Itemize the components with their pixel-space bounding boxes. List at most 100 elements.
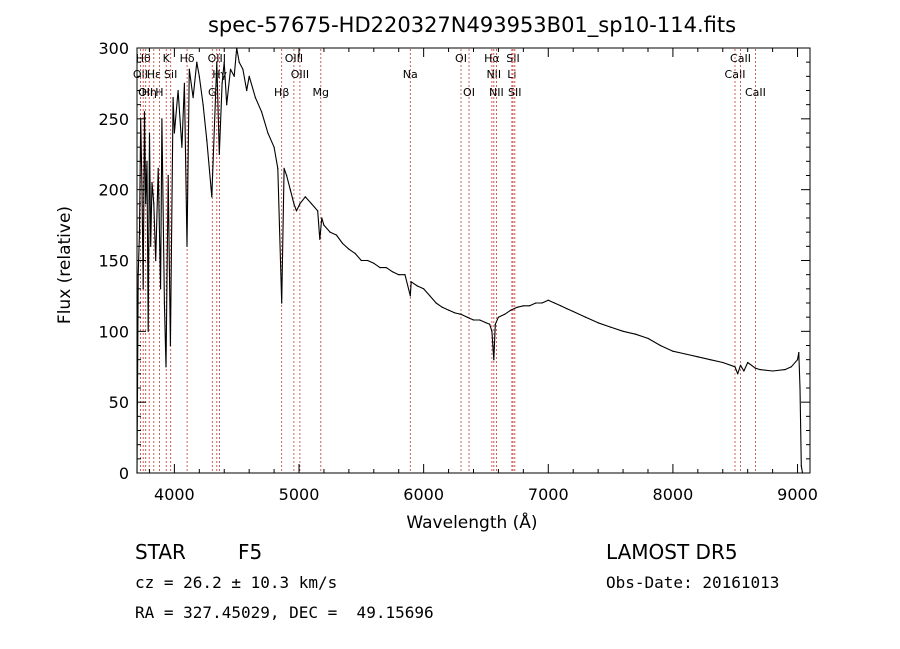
spectrum-point-88 [466, 316, 468, 318]
line-label-8: Hδ [180, 52, 195, 65]
spectrum-point-48 [261, 111, 263, 113]
line-label-18: OI [463, 86, 475, 99]
spectrum-point-58 [299, 203, 301, 205]
spectrum-point-75 [391, 271, 394, 273]
spectrum-point-96 [497, 316, 499, 318]
y-tick-label-50: 50 [109, 393, 129, 412]
line-label-4: Hε [147, 68, 161, 81]
spectrum-point-5 [142, 288, 144, 290]
spectrum-point-54 [286, 174, 288, 177]
spectrum-point-21 [169, 344, 171, 347]
spectrum-point-119 [709, 359, 711, 361]
spectrum-point-122 [737, 373, 739, 375]
spectrum-point-92 [489, 323, 491, 325]
spectrum-point-102 [535, 302, 537, 304]
spectrum-point-105 [553, 302, 556, 304]
spectrum-point-11 [150, 245, 152, 247]
spectrum-point-93 [491, 330, 493, 332]
spectrum-point-115 [659, 344, 662, 347]
x-axis: 4000 5000 6000 7000 8000 9000 [148, 48, 818, 504]
y-axis-label: Flux (relative) [55, 206, 75, 324]
spectrum-point-121 [734, 366, 736, 368]
line-label-6: K [163, 52, 171, 65]
x-tick-label-9000: 9000 [777, 485, 818, 504]
y-tick-label-200: 200 [98, 181, 129, 200]
spectrum-point-97 [504, 313, 506, 315]
spectrum-point-62 [319, 238, 321, 240]
x-tick-label-5000: 5000 [279, 485, 320, 504]
spectrum-point-44 [242, 68, 244, 70]
spectrum-point-65 [329, 231, 331, 233]
y-tick-label-0: 0 [119, 464, 129, 483]
spectrum-point-120 [722, 361, 724, 364]
spectrum-point-57 [295, 210, 298, 212]
line-label-9: G [208, 86, 217, 99]
x-tick-label-6000: 6000 [403, 485, 444, 504]
spectrum-point-86 [454, 312, 456, 314]
spectrum-point-124 [743, 370, 745, 372]
spectrum-point-39 [226, 104, 228, 106]
spectrum-line [136, 47, 804, 474]
x-tick-label-7000: 7000 [528, 485, 569, 504]
spectrum-point-131 [796, 359, 799, 361]
spectrum-point-53 [283, 167, 285, 169]
spectrum-point-101 [529, 305, 531, 307]
spectrum-point-80 [416, 285, 418, 287]
line-label-15: Mg [313, 86, 329, 99]
spectrum-point-56 [293, 203, 295, 205]
spectrum-point-132 [798, 352, 800, 354]
object-subclass: F5 [238, 540, 263, 564]
spectrum-point-61 [317, 210, 319, 212]
spectrum-point-107 [566, 308, 568, 310]
spectrum-point-90 [479, 319, 481, 321]
spectrum-point-27 [186, 245, 188, 247]
spectrum-point-22 [172, 97, 174, 99]
spectrum-point-109 [585, 316, 587, 318]
spectrum-point-78 [409, 295, 411, 297]
plot-frame [136, 47, 811, 474]
spectrum-point-74 [385, 267, 387, 269]
spectrum-point-95 [494, 323, 496, 325]
spectrum-point-36 [218, 153, 220, 155]
spectrum-point-126 [754, 367, 757, 369]
spectrum-point-49 [267, 132, 269, 134]
spectrum-point-18 [163, 302, 165, 304]
ra-dec: RA = 327.45029, DEC = 49.15696 [135, 603, 434, 622]
line-label-22: Li [507, 68, 516, 81]
spectrum-point-100 [522, 305, 525, 307]
spectrum-point-50 [273, 146, 275, 148]
line-label-21: NII [489, 86, 504, 99]
spectrum-point-34 [211, 196, 213, 198]
spectrum-point-23 [173, 132, 175, 134]
line-label-23: SII [506, 52, 519, 65]
spectrum-point-85 [448, 309, 450, 311]
spectrum-point-81 [423, 288, 425, 290]
spectrum-point-38 [223, 61, 225, 63]
line-label-1: Hθ [136, 52, 151, 65]
spectrum-point-106 [560, 305, 562, 307]
spectrum-point-134 [800, 465, 802, 467]
spectrum-point-108 [572, 310, 574, 313]
spectrum-point-133 [799, 387, 801, 389]
spectrum-point-37 [221, 82, 223, 84]
survey-name: LAMOST DR5 [606, 540, 738, 564]
spectrum-point-123 [739, 364, 742, 366]
spectrum-point-69 [354, 252, 356, 254]
line-label-20: NII [486, 68, 501, 81]
spectrum-point-104 [547, 299, 549, 301]
y-tick-label-250: 250 [98, 110, 129, 129]
chart-title: spec-57675-HD220327N493953B01_sp10-114.f… [208, 13, 736, 38]
spectrum-point-26 [183, 82, 185, 84]
spectrum-point-30 [196, 61, 198, 63]
spectrum-point-64 [323, 224, 325, 226]
spectrum-point-9 [147, 330, 149, 332]
spectrum-point-98 [510, 309, 512, 311]
emission-line-markers: OIIHθOIIHηHεHKSiIHδGOIIIHγHβOIIIOIIIMgNa… [133, 49, 766, 472]
spectrum-point-7 [145, 203, 147, 205]
spectrum-point-112 [622, 330, 624, 332]
spectrum-point-14 [155, 259, 157, 262]
spectrum-point-15 [157, 167, 159, 169]
spectrum-point-41 [233, 75, 235, 77]
spectrum-series [136, 47, 804, 474]
